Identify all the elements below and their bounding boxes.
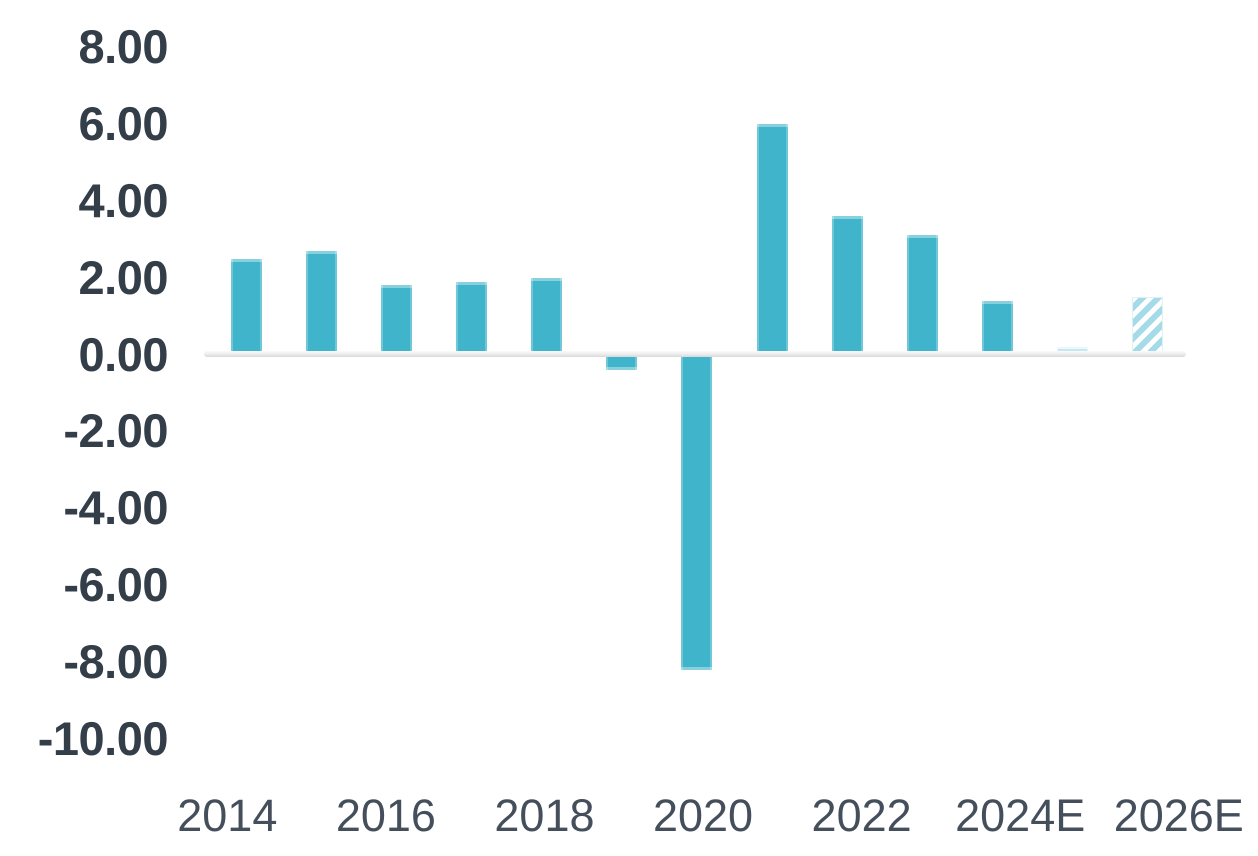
bar-2014	[231, 259, 262, 355]
x-tick-label-2018: 2018	[494, 790, 595, 841]
x-tick-label-2016: 2016	[335, 790, 436, 841]
bar-2026E	[1132, 297, 1163, 355]
y-tick-label-4.00: 4.00	[78, 174, 169, 227]
bar-2017	[456, 282, 487, 355]
bar-2020	[681, 355, 712, 670]
y-tick-label--8.00: -8.00	[63, 635, 168, 688]
y-tick-label-8.00: 8.00	[78, 20, 169, 73]
y-tick-label-0.00: 0.00	[78, 328, 169, 381]
y-tick-label-6.00: 6.00	[78, 97, 169, 150]
x-tick-label-2026E: 2026E	[1113, 790, 1244, 841]
bar-2015	[306, 251, 337, 355]
x-axis-tick-labels: 2014 2016 2018 2020 2022 2024E 2026E	[148, 776, 1258, 856]
x-axis-zero-line	[204, 351, 1186, 357]
bar-2016	[381, 285, 412, 354]
x-tick-label-2014: 2014	[177, 790, 278, 841]
bar-2024E	[982, 301, 1013, 355]
x-tick-label-2020: 2020	[652, 790, 754, 841]
bar-2022	[832, 216, 863, 354]
y-tick-label--10.00: -10.00	[37, 712, 169, 765]
y-tick-label-2.00: 2.00	[78, 251, 169, 304]
x-tick-label-2024E: 2024E	[955, 790, 1086, 841]
bar-2023	[907, 235, 938, 354]
bar-2018	[531, 278, 562, 355]
y-tick-label--2.00: -2.00	[63, 404, 168, 457]
bar-2021	[757, 124, 788, 354]
bar-2019	[606, 355, 637, 370]
y-tick-label--6.00: -6.00	[63, 558, 168, 611]
y-tick-label--4.00: -4.00	[63, 481, 168, 534]
x-tick-label-2022: 2022	[811, 790, 912, 841]
